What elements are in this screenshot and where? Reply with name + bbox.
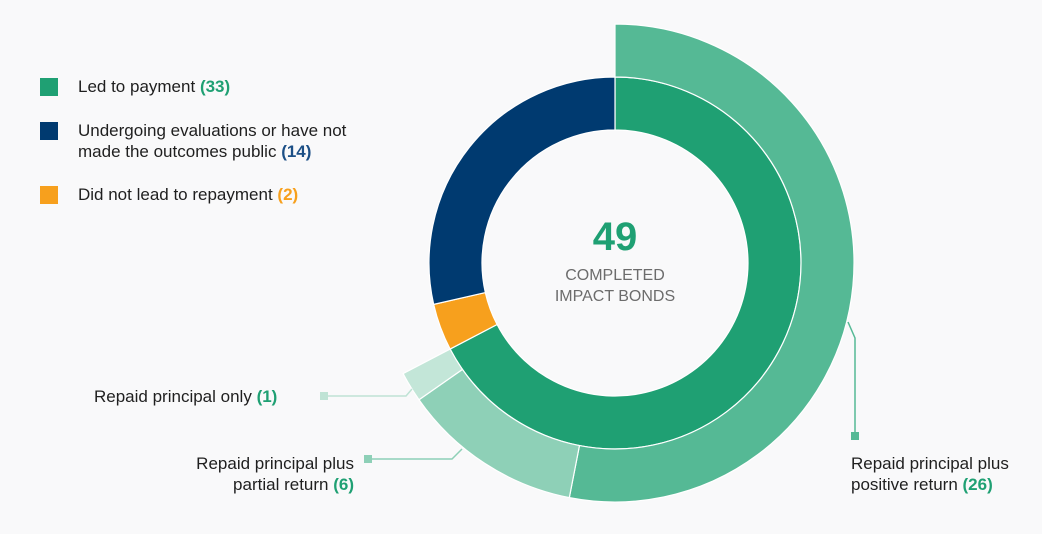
callout-positive-return: Repaid principal plus positive return (2… <box>851 454 1009 494</box>
leader-positive-return-marker <box>851 432 859 440</box>
outer-slice-2 <box>402 348 464 401</box>
center-total: 49 COMPLETED IMPACT BONDS <box>515 215 715 307</box>
legend-item-undergoing: Undergoing evaluations or have not made t… <box>40 120 346 162</box>
leader-principal-only-marker <box>320 392 328 400</box>
legend-count: (2) <box>277 185 299 204</box>
callout-principal-only: Repaid principal only (1) <box>94 387 278 406</box>
legend-swatch-orange <box>40 186 58 204</box>
leader-principal-only <box>324 388 413 397</box>
legend-swatch-green <box>40 78 58 96</box>
leader-partial-return-marker <box>364 455 372 463</box>
legend-item-did-not-lead: Did not lead to repayment (2) <box>40 184 298 205</box>
legend-label: Undergoing evaluations or have not <box>78 121 347 140</box>
legend-label: Led to payment <box>78 77 196 96</box>
total-label: COMPLETED IMPACT BONDS <box>554 267 676 305</box>
leader-positive-return <box>847 321 856 436</box>
legend-count: (14) <box>281 142 312 161</box>
legend-label-2: made the outcomes public <box>78 142 277 161</box>
legend-count: (33) <box>199 77 231 96</box>
inner-slice-2 <box>428 76 616 306</box>
legend-swatch-navy <box>40 122 58 140</box>
total-value: 49 <box>592 215 638 259</box>
callout-partial-return: Repaid principal plus partial return (6) <box>196 454 354 494</box>
outer-slice-0 <box>568 23 855 503</box>
leader-partial-return <box>368 448 463 460</box>
legend-label: Did not lead to repayment <box>78 185 273 204</box>
legend-item-led-to-payment: Led to payment (33) <box>40 76 230 97</box>
